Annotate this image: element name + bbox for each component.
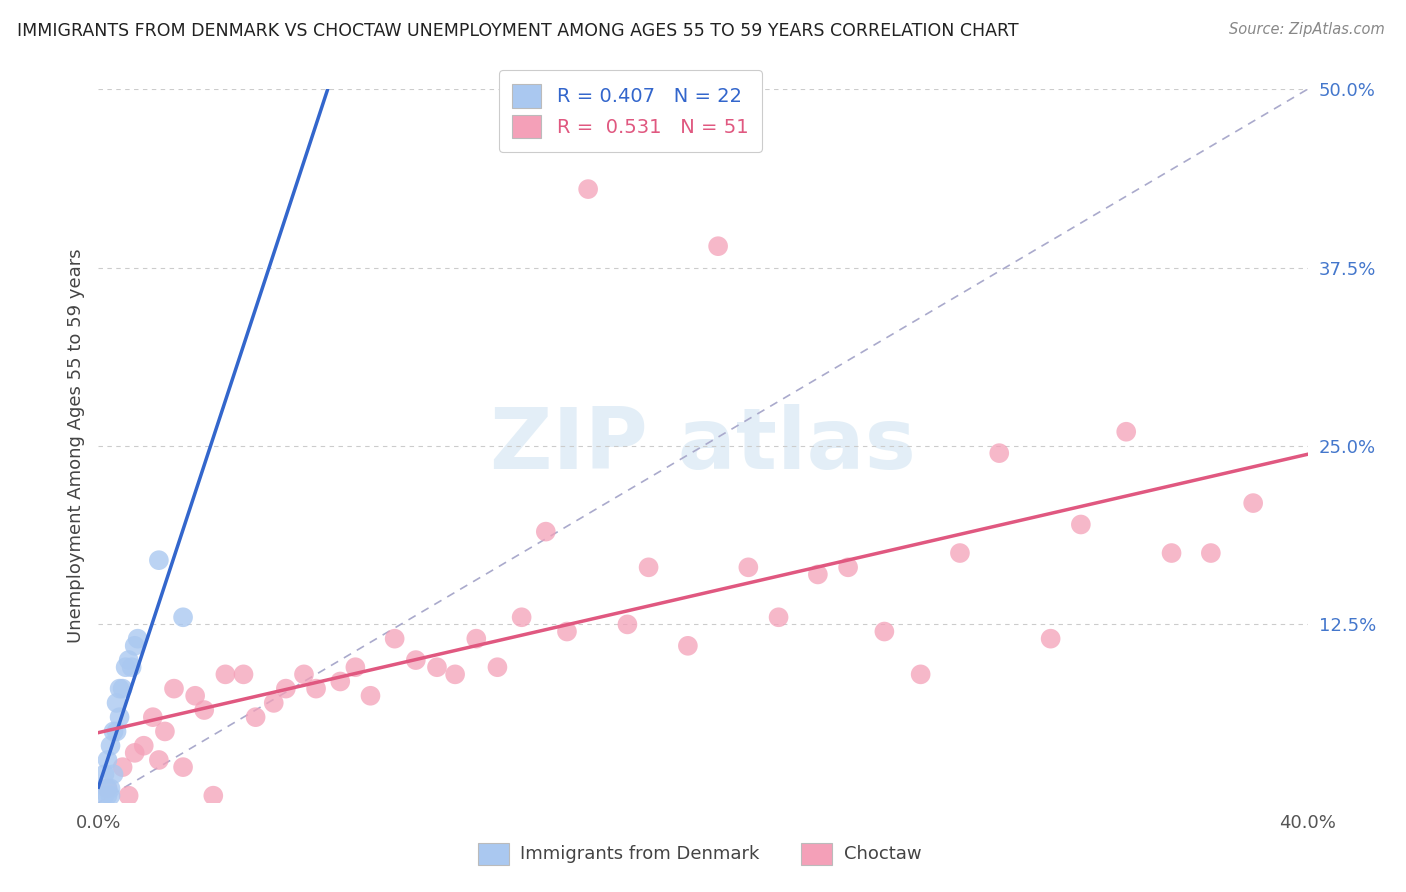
Point [142, 710, 165, 724]
Point [111, 681, 134, 696]
FancyBboxPatch shape [801, 843, 832, 865]
Point [114, 660, 136, 674]
FancyBboxPatch shape [478, 843, 509, 865]
Point [121, 660, 143, 674]
Legend: R = 0.407   N = 22, R =  0.531   N = 51: R = 0.407 N = 22, R = 0.531 N = 51 [499, 70, 762, 152]
Point [292, 667, 315, 681]
Point [105, 724, 128, 739]
Point [108, 710, 131, 724]
Point [163, 681, 186, 696]
Point [807, 567, 830, 582]
Point [510, 610, 533, 624]
Point [676, 639, 699, 653]
Text: Source: ZipAtlas.com: Source: ZipAtlas.com [1229, 22, 1385, 37]
Point [1070, 517, 1092, 532]
Point [100, 789, 122, 803]
Point [103, 724, 125, 739]
Point [124, 639, 146, 653]
Point [707, 239, 730, 253]
Point [949, 546, 972, 560]
Point [153, 724, 176, 739]
Point [245, 710, 267, 724]
Point [132, 739, 155, 753]
Point [96, 789, 118, 803]
Point [737, 560, 759, 574]
Point [360, 689, 382, 703]
Point [1039, 632, 1062, 646]
Point [616, 617, 638, 632]
Point [172, 760, 194, 774]
Point [105, 696, 128, 710]
Point [172, 610, 194, 624]
Point [873, 624, 896, 639]
Point [344, 660, 367, 674]
Point [910, 667, 932, 681]
Point [103, 767, 125, 781]
Point [148, 753, 170, 767]
Point [108, 681, 131, 696]
Point [184, 689, 207, 703]
Point [426, 660, 449, 674]
Point [988, 446, 1011, 460]
Text: Immigrants from Denmark: Immigrants from Denmark [520, 845, 759, 863]
Point [534, 524, 557, 539]
Point [100, 739, 122, 753]
Point [305, 681, 328, 696]
Point [1160, 546, 1182, 560]
Y-axis label: Unemployment Among Ages 55 to 59 years: Unemployment Among Ages 55 to 59 years [66, 249, 84, 643]
Point [1199, 546, 1222, 560]
Point [118, 653, 141, 667]
Point [96, 781, 118, 796]
Point [193, 703, 215, 717]
Point [576, 182, 599, 196]
Point [96, 781, 118, 796]
Text: Choctaw: Choctaw [844, 845, 921, 863]
Point [93, 789, 115, 803]
Point [768, 610, 790, 624]
Point [111, 760, 134, 774]
Point [329, 674, 352, 689]
Point [837, 560, 859, 574]
Point [444, 667, 467, 681]
Point [118, 789, 141, 803]
Point [96, 753, 118, 767]
Point [1241, 496, 1264, 510]
Point [93, 767, 115, 781]
Point [465, 632, 488, 646]
Point [214, 667, 236, 681]
Point [405, 653, 427, 667]
Point [384, 632, 406, 646]
Point [127, 632, 149, 646]
Point [263, 696, 285, 710]
Point [486, 660, 509, 674]
Point [148, 553, 170, 567]
Point [274, 681, 297, 696]
Point [1115, 425, 1137, 439]
Point [637, 560, 659, 574]
Text: ZIP atlas: ZIP atlas [491, 404, 915, 488]
Point [555, 624, 578, 639]
Point [232, 667, 254, 681]
Point [100, 781, 122, 796]
Point [202, 789, 225, 803]
Text: IMMIGRANTS FROM DENMARK VS CHOCTAW UNEMPLOYMENT AMONG AGES 55 TO 59 YEARS CORREL: IMMIGRANTS FROM DENMARK VS CHOCTAW UNEMP… [17, 22, 1018, 40]
Point [124, 746, 146, 760]
